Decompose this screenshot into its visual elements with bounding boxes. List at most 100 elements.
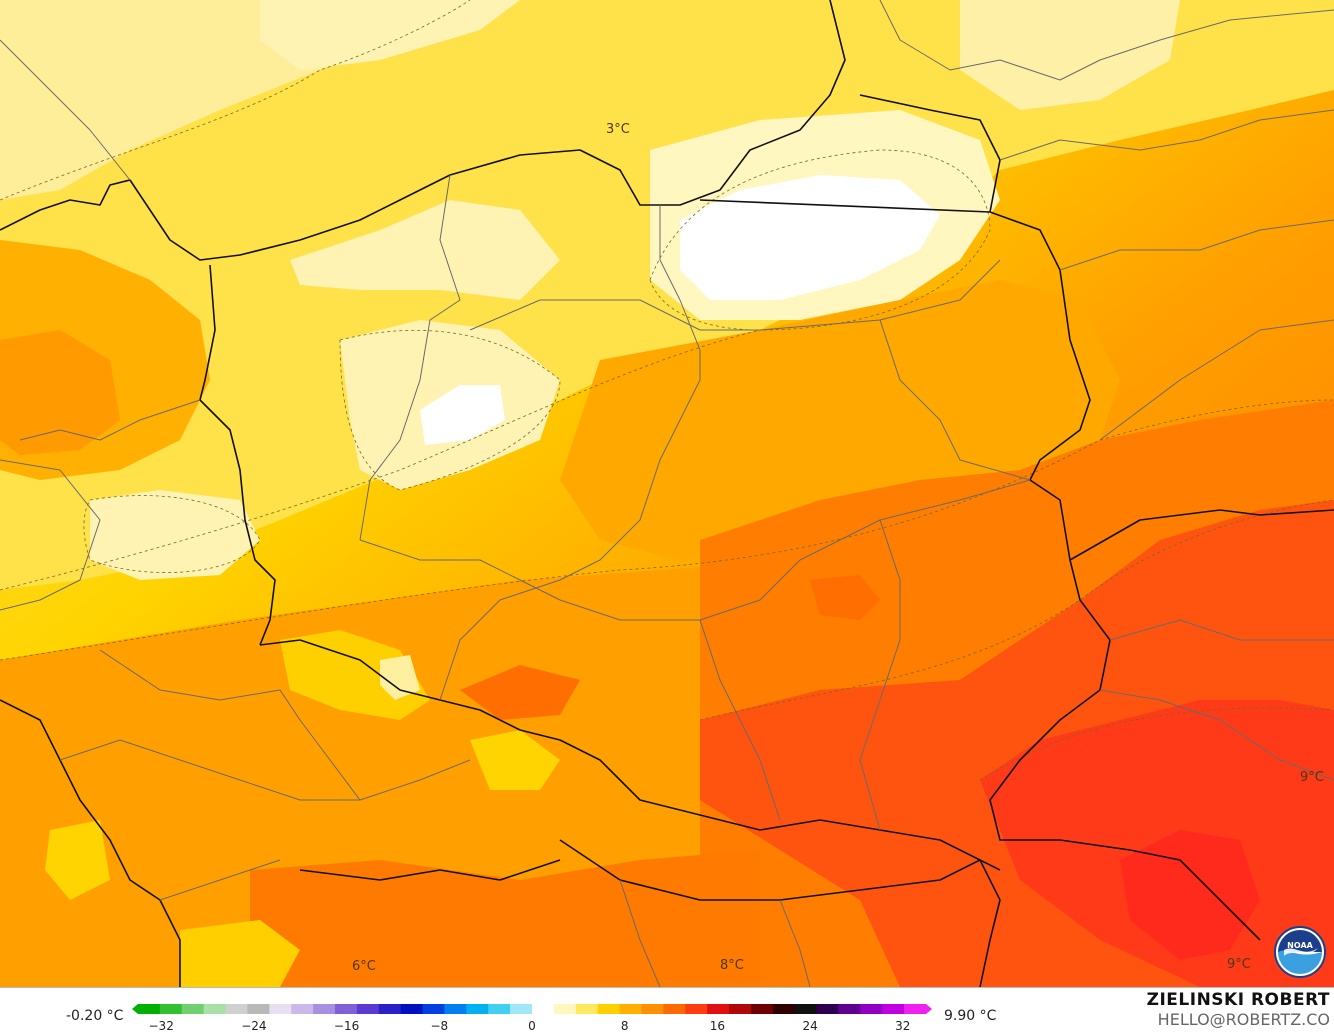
colorbar-tick-label: 8: [621, 1019, 629, 1033]
colorbar-swatch: [904, 1004, 927, 1014]
map-canvas: 3°C 6°C 8°C 9°C 9°C: [0, 0, 1334, 987]
region-border-5: [359, 539, 801, 621]
colorbar-swatch: [225, 1004, 248, 1014]
isotherm-line-7: [339, 329, 561, 491]
isotherm-line-1: [0, 0, 471, 201]
colorbar-tick-label: 16: [710, 1019, 725, 1033]
isotherm-line-8: [83, 495, 261, 573]
colorbar-swatch: [597, 1004, 621, 1014]
region-border-19: [619, 879, 661, 987]
region-border-13: [159, 859, 281, 901]
colorbar-swatch: [729, 1004, 752, 1014]
region-border-2: [659, 205, 701, 380]
colorbar-tick-label: −32: [149, 1019, 174, 1033]
region-border-11: [99, 649, 361, 801]
contour-label-3c: 3°C: [606, 122, 630, 137]
temperature-zones: [0, 0, 1334, 987]
isotherm-line-6: [979, 707, 1334, 781]
colorbar-tick-label: 24: [802, 1019, 817, 1033]
colorbar-swatch: [685, 1004, 708, 1014]
colorbar-swatch: [575, 1004, 599, 1014]
colorbar-tick-label: −16: [334, 1019, 359, 1033]
author-email: HELLO@ROBERTZ.CO: [1157, 1010, 1330, 1029]
regional-borders: [0, 0, 1334, 987]
contour-labels: 3°C 6°C 8°C 9°C 9°C: [352, 122, 1324, 974]
colorbar-swatches: [132, 1004, 932, 1014]
border-germany-poland: [199, 264, 276, 646]
border-lithuania-belarus: [859, 94, 1001, 213]
isotherm-line-5: [699, 499, 1334, 721]
legend-min-value: -0.20 °C: [66, 1008, 124, 1024]
border-ukraine-belarus: [1069, 509, 1334, 561]
author-name: ZIELINSKI ROBERT: [1146, 990, 1330, 1010]
colorbar-swatch: [422, 1004, 445, 1014]
colorbar-min-arrow: [132, 1004, 138, 1014]
region-border-18: [1099, 689, 1334, 781]
colorbar-swatch: [181, 1004, 205, 1014]
legend-bar: -0.20 °C −32 −24 −16 −8 0 8 16 24 32 9.90 °C ZIE…: [0, 987, 1334, 1036]
contour-label-9c-east: 9°C: [1300, 770, 1324, 785]
temperature-map: 3°C 6°C 8°C 9°C 9°C: [0, 0, 1334, 987]
colorbar-swatch: [772, 1004, 796, 1014]
colorbar-swatch: [335, 1004, 358, 1014]
region-border-9: [859, 519, 901, 831]
region-border-10: [0, 459, 101, 611]
colorbar-swatch: [444, 1004, 467, 1014]
isotherm-line-3: [0, 329, 761, 591]
contour-label-9c-se: 9°C: [1227, 957, 1251, 972]
colorbar-swatch: [488, 1004, 511, 1014]
colorbar-swatch: [466, 1004, 489, 1014]
zone-orange-west: [0, 330, 120, 455]
region-border-4: [439, 379, 701, 701]
zone-dark-orange-south: [250, 850, 760, 987]
baltic-coastline: [0, 0, 846, 261]
zone-light-yellow-north: [0, 0, 1334, 590]
colorbar-swatch: [816, 1004, 839, 1014]
colorbar-swatch: [641, 1004, 664, 1014]
zone-red-deep-se: [1120, 830, 1260, 960]
zone-yellow-sw-2: [180, 920, 300, 987]
noaa-logo-icon: NOAA: [1274, 926, 1326, 978]
colorbar-tick-label: 32: [895, 1019, 910, 1033]
border-austria: [299, 859, 561, 881]
isotherm-line-2: [649, 149, 991, 331]
colorbar-max-arrow: [926, 1004, 932, 1014]
zone-pale-yellow-north-strip: [260, 0, 520, 70]
isotherm-lines: [0, 0, 1334, 781]
border-russia-kaliningrad: [699, 199, 991, 213]
isotherm-line-4: [0, 399, 1334, 661]
colorbar-swatch: [882, 1004, 905, 1014]
colorbar-tick-label: −24: [241, 1019, 266, 1033]
colorbar-swatch: [838, 1004, 861, 1014]
colorbar-swatch: [553, 1004, 577, 1014]
colorbar-swatch: [619, 1004, 642, 1014]
contour-label-8c: 8°C: [720, 958, 744, 973]
colorbar-swatch: [794, 1004, 818, 1014]
region-border-23: [0, 39, 131, 181]
colorbar-swatch: [138, 1004, 161, 1014]
colorbar-ticks: −32 −24 −16 −8 0 8 16 24 32: [149, 1019, 911, 1033]
zone-pale-yellow-ne: [960, 0, 1180, 110]
colorbar-swatch: [247, 1004, 270, 1014]
border-ukraine-romania: [989, 689, 1261, 941]
colorbar-swatch: [750, 1004, 774, 1014]
colorbar-swatch: [356, 1004, 380, 1014]
colorbar: −32 −24 −16 −8 0 8 16 24 32: [132, 1004, 932, 1033]
zone-dark-orange-central-pocket: [460, 665, 580, 720]
colorbar-swatch: [707, 1004, 730, 1014]
colorbar-tick-label: −8: [430, 1019, 448, 1033]
zone-yellow-moravia: [470, 730, 560, 790]
zone-white-central: [420, 385, 505, 445]
contour-label-6c: 6°C: [352, 959, 376, 974]
region-border-3: [469, 259, 1001, 331]
region-border-8: [799, 479, 1031, 561]
noaa-logo-text: NOAA: [1287, 941, 1313, 950]
colorbar-swatch: [378, 1004, 402, 1014]
colorbar-swatch: [159, 1004, 183, 1014]
colorbar-swatch: [313, 1004, 336, 1014]
region-border-15: [1059, 219, 1334, 271]
zone-white-east-prussia: [680, 175, 940, 300]
zone-dark-orange-pocket-2: [810, 575, 880, 620]
region-border-7: [699, 619, 781, 821]
colorbar-swatch: [400, 1004, 424, 1014]
